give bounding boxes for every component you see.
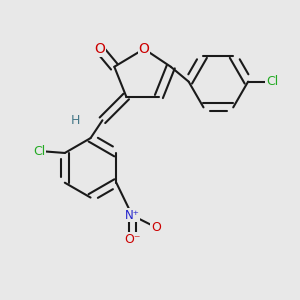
- Text: O: O: [94, 42, 105, 56]
- Text: Cl: Cl: [33, 145, 46, 158]
- Text: O: O: [151, 221, 161, 234]
- Text: O: O: [139, 42, 149, 56]
- Text: O⁻: O⁻: [124, 233, 140, 246]
- Text: Cl: Cl: [266, 75, 278, 88]
- Text: N⁺: N⁺: [125, 209, 140, 222]
- Text: H: H: [71, 114, 80, 127]
